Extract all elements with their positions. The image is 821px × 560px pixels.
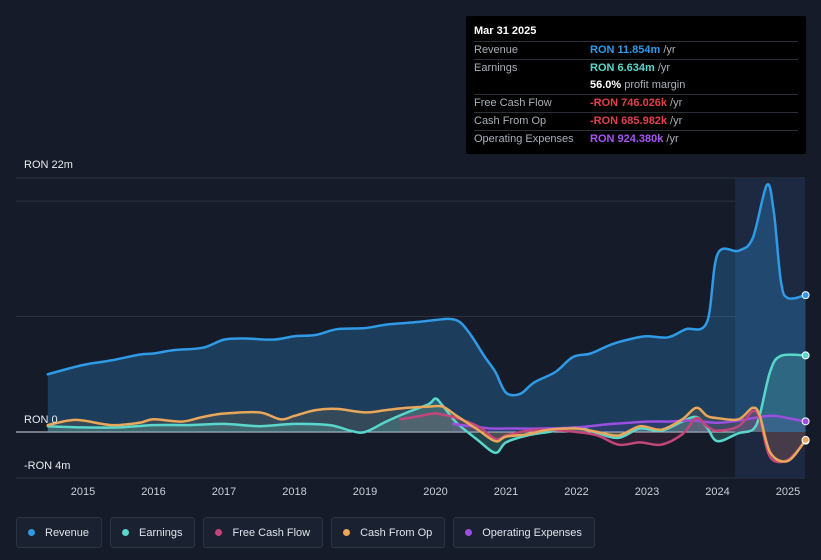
tooltip-unit: /yr — [663, 44, 676, 56]
gridlines — [16, 177, 805, 479]
cash-from-op-dot-icon — [343, 529, 351, 536]
x-tick-label: 2025 — [776, 486, 800, 498]
earnings-dot-icon — [122, 529, 130, 536]
tooltip-label — [474, 77, 590, 94]
tooltip-row-earnings: Earnings RON 6.634m /yr — [474, 59, 798, 77]
tooltip-value: RON 6.634m — [590, 62, 655, 74]
end-markers — [801, 291, 810, 445]
data-tooltip: Mar 31 2025 Revenue RON 11.854m /yr Earn… — [466, 16, 806, 154]
legend-label: Revenue — [45, 526, 90, 539]
tooltip-value: RON 11.854m — [590, 44, 661, 56]
x-tick-label: 2015 — [71, 486, 95, 498]
operating-expenses-end-point — [801, 417, 810, 426]
x-tick-label: 2020 — [423, 486, 447, 498]
tooltip-label: Free Cash Flow — [474, 97, 552, 109]
tooltip-row-profit-margin: 56.0% profit margin — [474, 77, 798, 94]
revenue-line — [46, 182, 807, 397]
x-axis-ticks: 2015 2016 2017 2018 2019 2020 2021 2022 2023 2024… — [71, 486, 800, 498]
series-lines — [46, 182, 807, 464]
tooltip-label: Operating Expenses — [474, 133, 574, 145]
tooltip-row-cash-from-op: Cash From Op -RON 685.982k /yr — [474, 112, 798, 130]
tooltip-value: RON 924.380k — [590, 133, 664, 145]
operating-expenses-dot-icon — [465, 529, 473, 536]
x-tick-label: 2016 — [141, 486, 165, 498]
x-tick-label: 2018 — [282, 486, 306, 498]
revenue-area — [47, 184, 806, 432]
tooltip-date: Mar 31 2025 — [474, 25, 537, 37]
cash-from-op-line — [46, 404, 807, 463]
highlight-band — [735, 178, 805, 478]
cash-from-op-end-point — [801, 435, 810, 444]
legend-item-revenue[interactable]: Revenue — [16, 517, 103, 548]
x-tick-label: 2021 — [494, 486, 518, 498]
free-cash-flow-dot-icon — [215, 529, 223, 536]
tooltip-value: 56.0% — [590, 79, 622, 91]
tooltip-unit: profit margin — [624, 79, 686, 91]
tooltip-unit: /yr — [666, 133, 679, 145]
legend-label: Free Cash Flow — [232, 526, 311, 539]
x-tick-label: 2017 — [212, 486, 236, 498]
tooltip-unit: /yr — [657, 62, 671, 74]
y-axis-top-label: RON 22m — [24, 159, 73, 171]
tooltip-value: -RON 685.982k — [590, 115, 668, 127]
operating-expenses-area — [453, 415, 806, 432]
tooltip-label: Cash From Op — [474, 115, 547, 127]
legend-label: Cash From Op — [360, 526, 433, 539]
tooltip-label: Earnings — [474, 62, 518, 74]
earnings-area — [47, 354, 806, 453]
legend-item-operating-expenses[interactable]: Operating Expenses — [453, 517, 595, 548]
earnings-line — [46, 353, 807, 455]
tooltip-row-revenue: Revenue RON 11.854m /yr — [474, 41, 798, 59]
operating-expenses-line — [451, 414, 807, 430]
revenue-dot-icon — [28, 529, 35, 536]
legend-label: Earnings — [139, 526, 183, 539]
legend-item-earnings[interactable]: Earnings — [110, 517, 196, 548]
legend-item-cash-from-op[interactable]: Cash From Op — [331, 517, 446, 548]
y-axis-bottom-label: -RON 4m — [24, 460, 71, 472]
revenue-end-point — [801, 291, 810, 300]
tooltip-row-operating-expenses: Operating Expenses RON 924.380k /yr — [474, 130, 798, 148]
tooltip-row-free-cash-flow: Free Cash Flow -RON 746.026k /yr — [474, 94, 798, 112]
x-tick-label: 2024 — [705, 486, 729, 498]
chart-legend: Revenue Earnings Free Cash Flow Cash Fro… — [16, 517, 595, 548]
x-tick-label: 2019 — [353, 486, 377, 498]
x-tick-label: 2022 — [564, 486, 588, 498]
tooltip-unit: /yr — [670, 97, 683, 109]
cash-from-op-area — [47, 405, 806, 462]
y-axis-zero-label: RON 0 — [24, 414, 58, 426]
earnings-end-point — [801, 351, 810, 360]
tooltip-label: Revenue — [474, 44, 519, 56]
legend-label: Operating Expenses — [482, 526, 582, 539]
tooltip-unit: /yr — [670, 115, 683, 127]
x-tick-label: 2023 — [635, 486, 659, 498]
legend-item-free-cash-flow[interactable]: Free Cash Flow — [203, 517, 324, 548]
chart: 2015 2016 2017 2018 2019 2020 2021 2022 2023 2024… — [16, 177, 810, 498]
tooltip-value: -RON 746.026k — [590, 97, 668, 109]
free-cash-flow-line — [399, 409, 807, 464]
